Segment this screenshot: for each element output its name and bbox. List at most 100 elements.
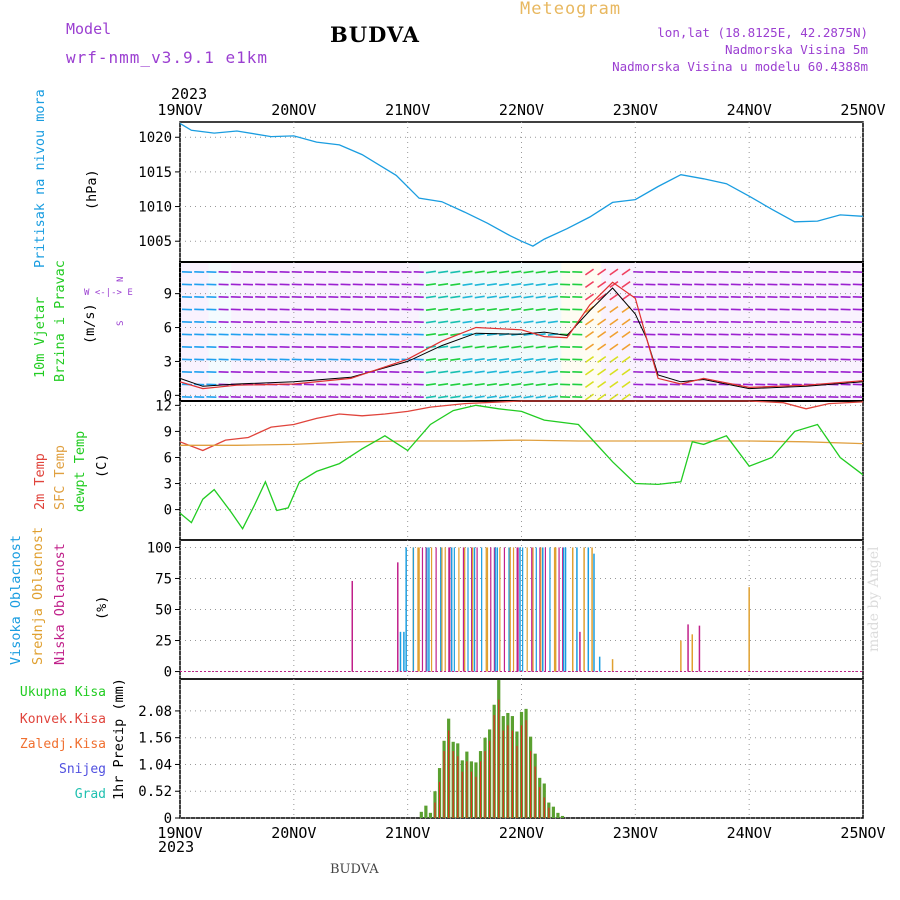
x-tick-label-bottom: 24NOV <box>727 824 772 842</box>
wind-barb <box>597 318 607 326</box>
wind-barb <box>523 370 534 374</box>
wind-barb <box>474 295 485 299</box>
wind-barb <box>438 333 449 336</box>
wind-barb <box>523 383 534 386</box>
wind-barb <box>450 345 461 349</box>
wind-barb <box>523 270 534 274</box>
precip-conv-bar <box>543 797 545 818</box>
wind-barb <box>462 345 473 349</box>
wind-barb <box>474 370 485 374</box>
wind-barb <box>609 368 619 376</box>
wind-barb <box>425 295 436 299</box>
precip-total-bar <box>556 812 560 818</box>
wind-barb <box>499 383 510 386</box>
wind-barb <box>499 370 510 374</box>
wind-barb <box>438 320 449 324</box>
year-label-top: 2023 <box>171 85 208 103</box>
wind-barb <box>597 305 607 314</box>
x-tick-label-bottom: 20NOV <box>271 824 316 842</box>
wind-barb <box>523 358 534 361</box>
wind-barb <box>511 345 522 349</box>
wind-barb <box>462 358 473 361</box>
wind-barb <box>511 270 522 274</box>
x-tick-label-bottom: 22NOV <box>499 824 544 842</box>
wind-barb <box>474 270 485 274</box>
y-tick-label: 3 <box>164 477 172 493</box>
wind-barb <box>511 283 522 286</box>
wind-barb <box>438 370 449 374</box>
wind-barb <box>535 295 546 299</box>
wind-barb <box>499 358 510 361</box>
precip-conv-bar <box>479 761 482 818</box>
wind-barb <box>621 355 631 364</box>
precip-conv-bar <box>443 751 445 818</box>
precip-conv-bar <box>434 802 436 818</box>
y-tick-label: 3 <box>164 354 172 370</box>
y-tick-label: 1020 <box>138 130 172 146</box>
precip-conv-bar <box>507 725 509 818</box>
wind-barb <box>535 270 546 274</box>
wind-barb <box>535 395 546 399</box>
wind-barb <box>609 293 619 301</box>
wind-barb <box>621 368 631 376</box>
y-tick-label: 1.56 <box>138 731 172 747</box>
wind-barb <box>486 345 497 349</box>
wind-barb <box>438 308 449 311</box>
wind-barb <box>511 358 522 361</box>
wind-barb <box>499 345 510 349</box>
precip-total-bar <box>560 815 565 818</box>
wind-barb <box>511 320 522 324</box>
precip-conv-bar <box>493 715 495 818</box>
wind-barb <box>425 370 436 374</box>
precip-total-bar <box>419 811 423 818</box>
wind-field-band-1 <box>208 262 232 401</box>
precip-conv-bar <box>548 807 550 818</box>
y-tick-label: 0 <box>164 503 172 519</box>
precip-total-bar <box>428 812 433 818</box>
wind-barb <box>499 295 510 299</box>
wind-barb <box>535 283 546 286</box>
wind-barb <box>450 370 461 374</box>
wind-barb <box>450 320 461 324</box>
model-label: Model <box>66 20 112 38</box>
wind-barb <box>584 380 595 389</box>
wind-barb <box>499 270 510 274</box>
wind-barb <box>486 270 497 274</box>
wind-barb <box>523 295 534 299</box>
station-title: BUDVA <box>330 22 420 47</box>
wind-barb <box>523 308 534 311</box>
x-tick-label-top: 24NOV <box>727 101 772 119</box>
y-tick-label: 50 <box>155 603 172 619</box>
precip-conv-bar <box>461 771 463 818</box>
wind-barb <box>547 358 558 361</box>
wind-barb <box>597 393 607 401</box>
wind-barb <box>597 355 607 364</box>
x-tick-label-top: 20NOV <box>271 101 316 119</box>
wind-barb <box>609 318 619 326</box>
precip-total-bar <box>424 805 428 818</box>
wind-barb <box>462 283 473 286</box>
x-tick-label-top: 23NOV <box>613 101 658 119</box>
y-tick-label: 0.52 <box>138 784 172 800</box>
wind-barb <box>597 268 607 276</box>
wind-barb <box>535 383 546 386</box>
y-tick-label: 0 <box>164 811 172 827</box>
y-tick-label: 75 <box>155 571 172 587</box>
wind-barb <box>584 268 595 276</box>
pressure-line <box>179 122 864 247</box>
precip-conv-bar <box>475 776 477 818</box>
wind-barb <box>511 395 522 399</box>
wind-barb <box>486 383 497 386</box>
wind-barb <box>535 370 546 374</box>
y-tick-label: 12 <box>155 398 172 414</box>
wind-barb <box>474 333 485 336</box>
footer-station: BUDVA <box>330 862 379 877</box>
wind-barb <box>486 358 497 361</box>
wind-barb <box>584 330 595 339</box>
x-tick-label-top: 22NOV <box>499 101 544 119</box>
wind-barb <box>474 283 485 286</box>
wind-barb <box>438 395 449 399</box>
wind-barb <box>609 355 619 364</box>
wind-barb <box>621 380 631 389</box>
